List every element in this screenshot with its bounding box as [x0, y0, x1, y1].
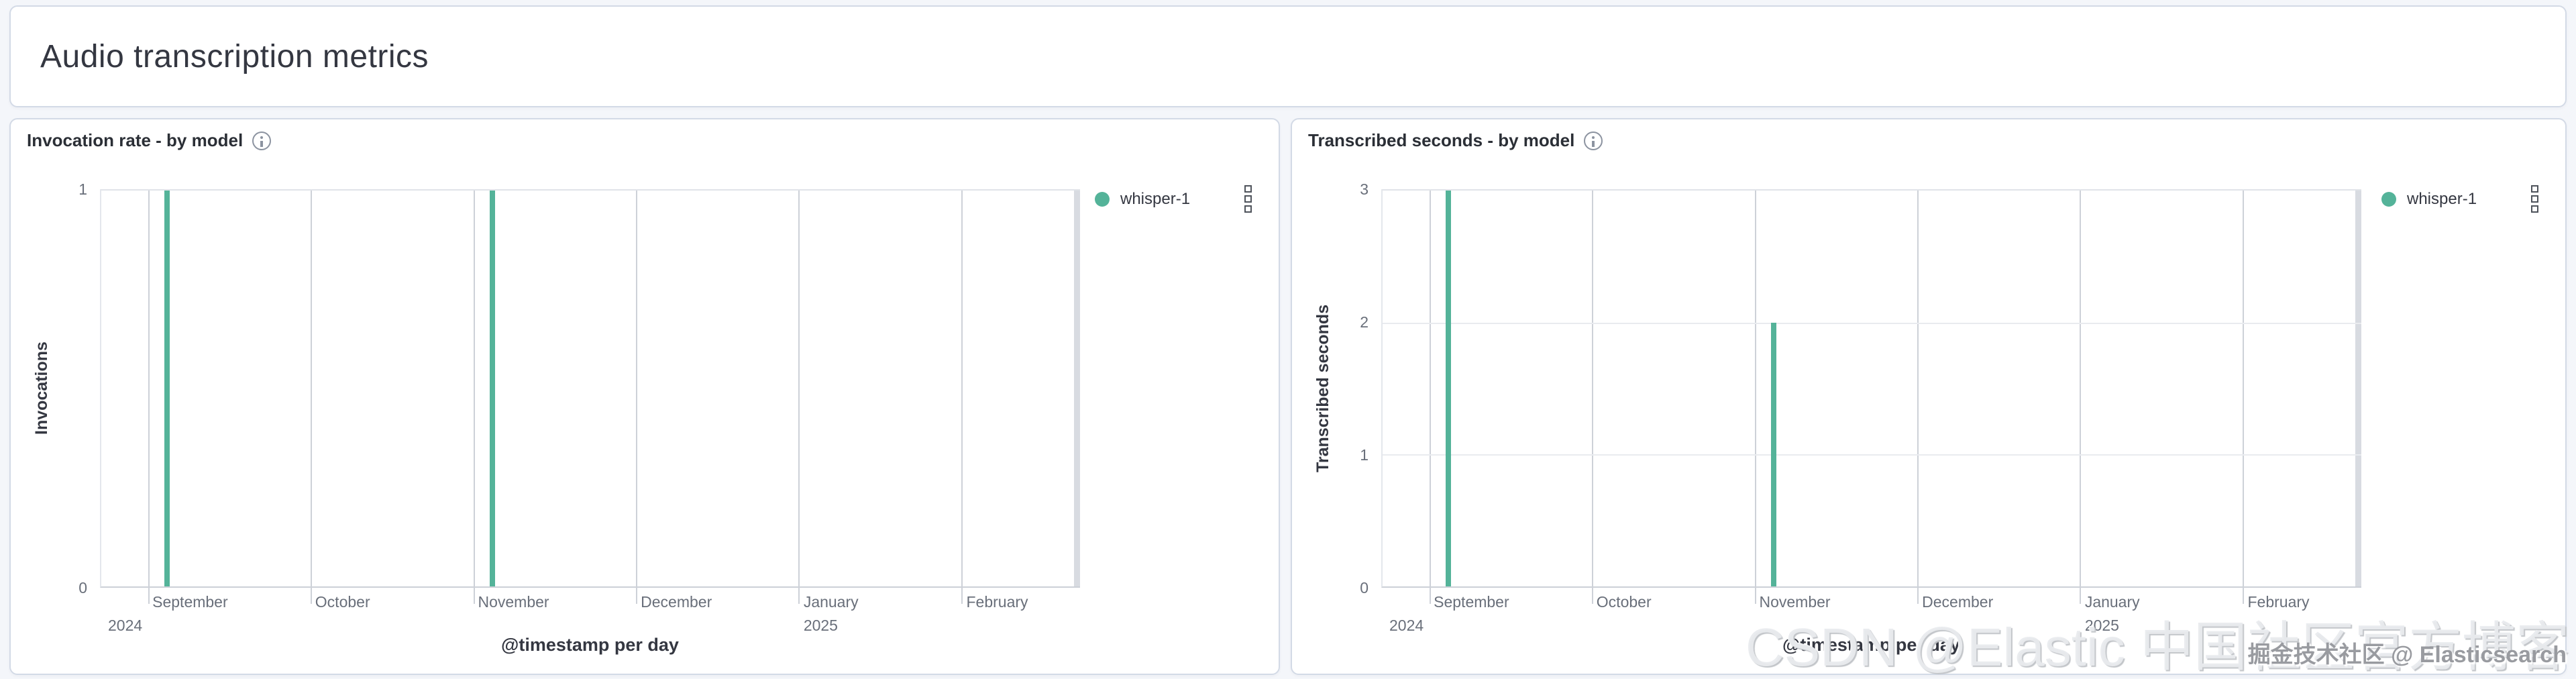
legend-label: whisper-1 [1120, 189, 1191, 208]
invocation-rate-panel: Invocation rate - by model Invocations 0… [9, 118, 1280, 675]
info-icon[interactable] [1584, 131, 1603, 150]
boxes-vertical-icon[interactable] [2528, 182, 2541, 215]
month-gridline [636, 191, 638, 604]
month-gridline [1430, 191, 1432, 604]
month-gridline [1592, 191, 1594, 604]
value-gridline [1383, 454, 2361, 456]
series-bar-whisper-1[interactable] [1770, 322, 1776, 586]
panel-header: Invocation rate - by model [27, 130, 272, 151]
x-tick-label: September [1434, 593, 1509, 611]
plot-area[interactable] [100, 189, 1080, 604]
series-bar-whisper-1[interactable] [1445, 191, 1451, 586]
panel-header: Transcribed seconds - by model [1308, 130, 1603, 151]
y-tick-label: 0 [1360, 579, 1368, 596]
month-gridline [2242, 191, 2244, 604]
time-endcap-bar [1074, 191, 1080, 586]
x-year-label: 2024 [1389, 617, 1424, 634]
month-gridline [473, 191, 475, 604]
y-axis-ticks: 0 1 2 3 [1292, 180, 1368, 596]
x-tick-label: December [1922, 593, 1994, 611]
series-bar-whisper-1[interactable] [164, 191, 170, 586]
x-year-label: 2025 [2084, 617, 2119, 634]
y-tick-label: 1 [1360, 446, 1368, 464]
panel-title: Transcribed seconds - by model [1308, 130, 1575, 150]
y-tick-label: 1 [78, 180, 87, 198]
plot-area[interactable] [1381, 189, 2361, 604]
x-axis-title: @timestamp per day [1782, 635, 1960, 655]
month-gridline [311, 191, 313, 604]
x-tick-label: October [315, 593, 370, 611]
x-axis-month-labels: September October November December January F… [1381, 593, 2361, 612]
x-tick-label: December [641, 593, 712, 611]
value-gridline [1383, 322, 2361, 324]
dashboard-title-panel: Audio transcription metrics [9, 5, 2567, 107]
legend-color-dot [2381, 191, 2396, 207]
x-axis-year-labels: 2024 2025 [1381, 617, 2361, 635]
x-axis-month-labels: September October November December January F… [100, 593, 1080, 612]
info-icon[interactable] [252, 131, 272, 150]
x-tick-label: November [1759, 593, 1831, 611]
y-tick-label: 0 [78, 579, 87, 596]
y-tick-label: 2 [1360, 313, 1368, 331]
boxes-vertical-icon[interactable] [1242, 182, 1254, 215]
month-gridline [1917, 191, 1919, 604]
legend-color-dot [1095, 191, 1110, 207]
time-endcap-bar [2355, 191, 2361, 586]
series-bar-whisper-1[interactable] [489, 191, 495, 586]
x-year-label: 2025 [803, 617, 838, 634]
legend-item-whisper-1[interactable]: whisper-1 [1095, 182, 1254, 215]
x-axis-year-labels: 2024 2025 [100, 617, 1080, 635]
x-tick-label: September [152, 593, 228, 611]
panel-title: Invocation rate - by model [27, 130, 244, 150]
page-title: Audio transcription metrics [40, 38, 429, 74]
month-gridline [1754, 191, 1756, 604]
month-gridline [2080, 191, 2082, 604]
x-tick-label: January [2084, 593, 2140, 611]
x-tick-label: November [478, 593, 549, 611]
legend-label: whisper-1 [2407, 189, 2477, 208]
x-tick-label: January [803, 593, 859, 611]
month-gridline [961, 191, 963, 604]
transcribed-seconds-panel: Transcribed seconds - by model Transcrib… [1291, 118, 2567, 675]
x-tick-label: February [2247, 593, 2310, 611]
x-tick-label: October [1596, 593, 1652, 611]
month-gridline [148, 191, 150, 604]
x-axis-title: @timestamp per day [501, 635, 679, 655]
legend-item-whisper-1[interactable]: whisper-1 [2381, 182, 2541, 215]
month-gridline [798, 191, 800, 604]
x-tick-label: February [966, 593, 1028, 611]
y-tick-label: 3 [1360, 180, 1368, 198]
x-year-label: 2024 [108, 617, 143, 634]
